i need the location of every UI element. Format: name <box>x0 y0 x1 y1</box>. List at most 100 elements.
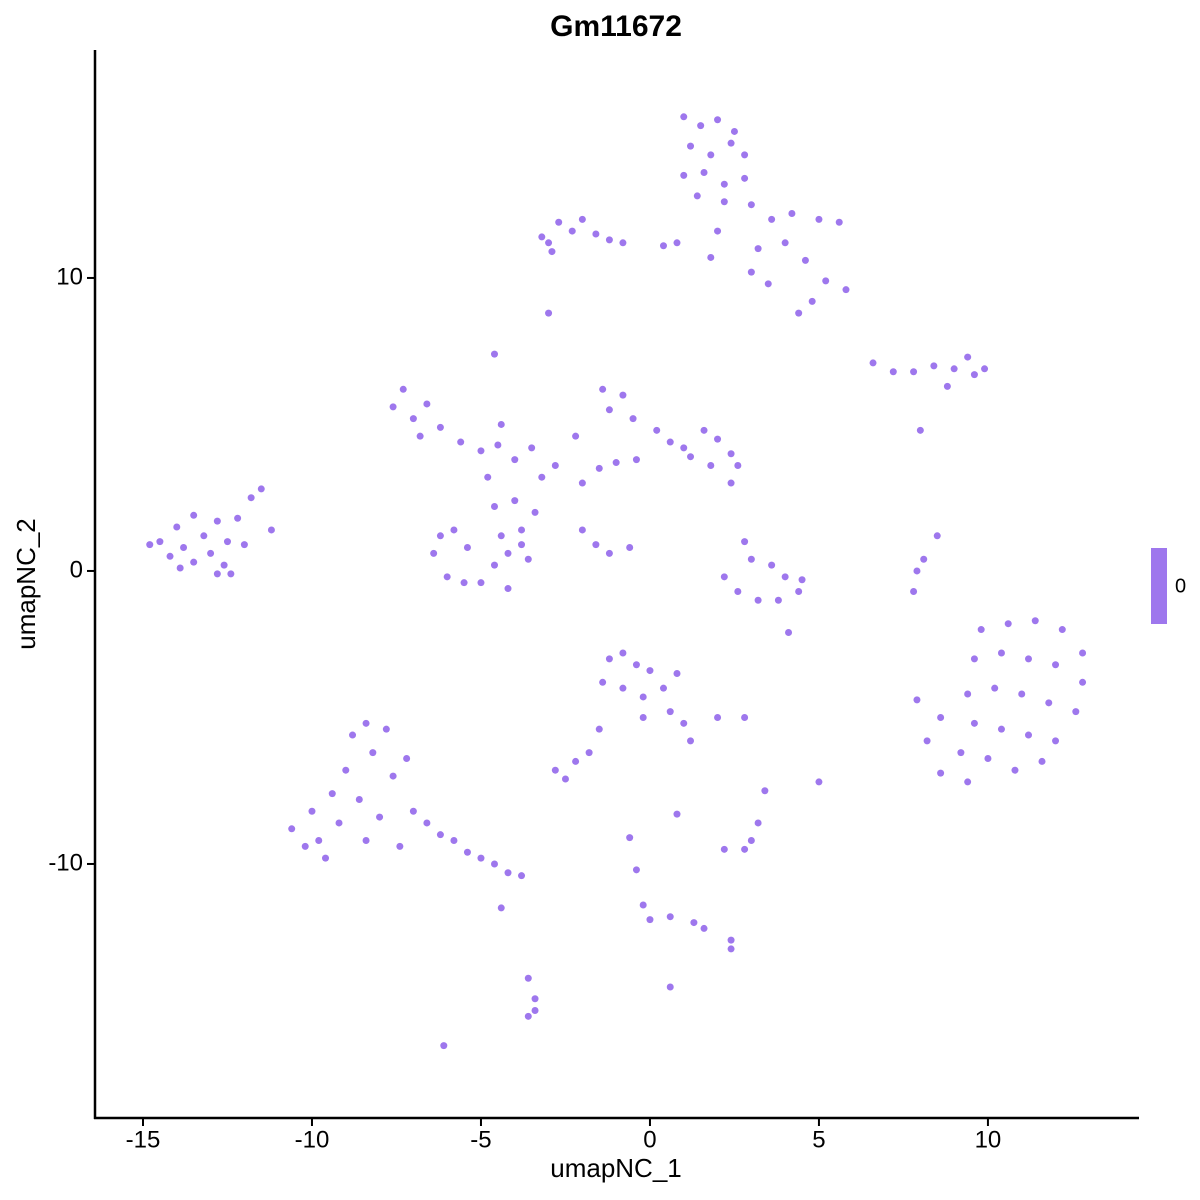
point <box>511 497 519 505</box>
point <box>632 866 640 874</box>
point <box>578 215 586 223</box>
point <box>666 708 674 716</box>
point <box>436 831 444 839</box>
point <box>267 526 275 534</box>
point <box>626 544 634 552</box>
point <box>970 655 978 663</box>
point <box>257 485 265 493</box>
point <box>190 511 198 519</box>
point <box>490 503 498 511</box>
point <box>747 268 755 276</box>
point <box>619 649 627 657</box>
point <box>964 353 972 361</box>
point <box>693 192 701 200</box>
point <box>234 514 242 522</box>
point <box>920 555 928 563</box>
point <box>551 766 559 774</box>
point <box>815 778 823 786</box>
point <box>605 406 613 414</box>
point <box>518 872 526 880</box>
point <box>666 983 674 991</box>
point <box>538 473 546 481</box>
point <box>595 725 603 733</box>
point <box>578 526 586 534</box>
point <box>626 834 634 842</box>
point <box>1079 678 1087 686</box>
point <box>322 854 330 862</box>
point <box>531 508 539 516</box>
point <box>416 432 424 440</box>
point <box>714 713 722 721</box>
point <box>687 142 695 150</box>
point <box>156 538 164 546</box>
point <box>585 749 593 757</box>
point <box>146 541 154 549</box>
point <box>690 919 698 927</box>
point <box>781 239 789 247</box>
point <box>923 737 931 745</box>
point <box>518 526 526 534</box>
point <box>568 227 576 235</box>
point <box>714 435 722 443</box>
point <box>450 837 458 845</box>
point <box>815 215 823 223</box>
point <box>937 769 945 777</box>
x-axis-label: umapNC_1 <box>550 1153 682 1183</box>
point <box>697 122 705 130</box>
point <box>538 233 546 241</box>
point <box>781 573 789 581</box>
point <box>991 684 999 692</box>
point <box>1031 617 1039 625</box>
point <box>430 549 438 557</box>
point <box>639 901 647 909</box>
point <box>997 725 1005 733</box>
point <box>970 371 978 379</box>
point <box>727 479 735 487</box>
point <box>842 286 850 294</box>
point <box>460 579 468 587</box>
point <box>754 596 762 604</box>
point <box>572 432 580 440</box>
point <box>247 494 255 502</box>
point <box>555 218 563 226</box>
point <box>443 573 451 581</box>
point <box>666 438 674 446</box>
point <box>423 400 431 408</box>
point <box>220 561 228 569</box>
point <box>727 139 735 147</box>
point <box>700 168 708 176</box>
y-tick-label: 0 <box>70 556 83 583</box>
point <box>592 541 600 549</box>
point <box>190 558 198 566</box>
point <box>490 860 498 868</box>
point <box>436 532 444 540</box>
point <box>545 309 553 317</box>
point <box>1072 708 1080 716</box>
point <box>764 280 772 288</box>
point <box>531 995 539 1003</box>
point <box>457 438 465 446</box>
point <box>687 453 695 461</box>
point <box>518 541 526 549</box>
point <box>808 297 816 305</box>
point <box>524 974 532 982</box>
y-tick-label: -10 <box>48 849 83 876</box>
point <box>730 127 738 135</box>
point <box>423 819 431 827</box>
point <box>409 807 417 815</box>
x-tick-label: -5 <box>470 1126 491 1153</box>
point <box>369 749 377 757</box>
point <box>578 479 586 487</box>
point <box>173 523 181 531</box>
point <box>964 690 972 698</box>
point <box>913 696 921 704</box>
point <box>795 309 803 317</box>
point <box>288 825 296 833</box>
point <box>497 904 505 912</box>
point <box>801 256 809 264</box>
point <box>943 382 951 390</box>
point <box>463 544 471 552</box>
point <box>301 842 309 850</box>
point <box>389 403 397 411</box>
